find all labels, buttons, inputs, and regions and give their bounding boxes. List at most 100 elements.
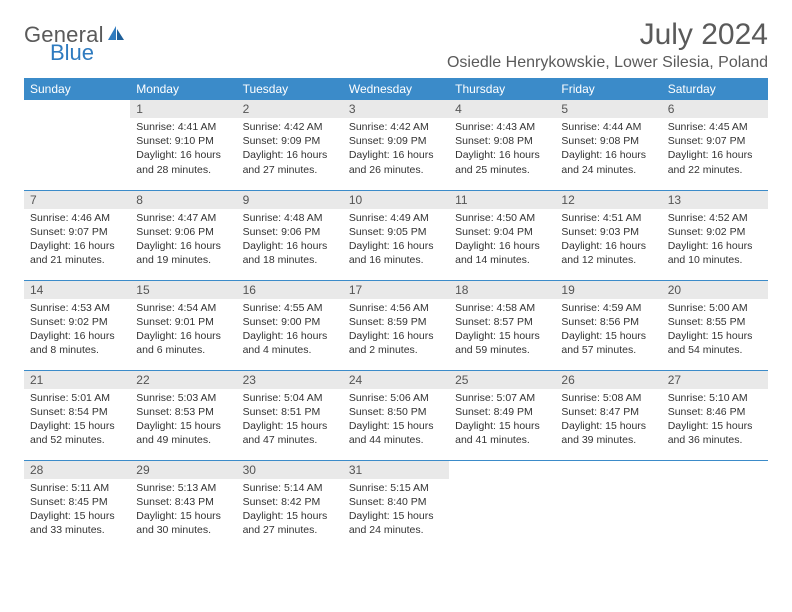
sunrise-text: Sunrise: 4:41 AM bbox=[136, 120, 230, 134]
sunrise-text: Sunrise: 4:43 AM bbox=[455, 120, 549, 134]
daylight-text: Daylight: 16 hours and 18 minutes. bbox=[243, 239, 337, 267]
day-number: 25 bbox=[449, 371, 555, 389]
calendar-cell: 12Sunrise: 4:51 AMSunset: 9:03 PMDayligh… bbox=[555, 190, 661, 280]
sunset-text: Sunset: 8:59 PM bbox=[349, 315, 443, 329]
calendar-cell: 22Sunrise: 5:03 AMSunset: 8:53 PMDayligh… bbox=[130, 370, 236, 460]
calendar-cell: 7Sunrise: 4:46 AMSunset: 9:07 PMDaylight… bbox=[24, 190, 130, 280]
calendar-cell: 26Sunrise: 5:08 AMSunset: 8:47 PMDayligh… bbox=[555, 370, 661, 460]
day-details: Sunrise: 4:41 AMSunset: 9:10 PMDaylight:… bbox=[130, 118, 236, 181]
day-header: Sunday bbox=[24, 78, 130, 100]
day-number: 23 bbox=[237, 371, 343, 389]
calendar-cell: 17 Sunrise: 4:56 AMSunset: 8:59 PMDayligh… bbox=[343, 280, 449, 370]
calendar-table: SundayMondayTuesdayWednesdayThursdayFrid… bbox=[24, 78, 768, 550]
sunset-text: Sunset: 9:10 PM bbox=[136, 134, 230, 148]
calendar-head: SundayMondayTuesdayWednesdayThursdayFrid… bbox=[24, 78, 768, 100]
daylight-text: Daylight: 15 hours and 54 minutes. bbox=[668, 329, 762, 357]
daylight-text: Daylight: 16 hours and 2 minutes. bbox=[349, 329, 443, 357]
sunset-text: Sunset: 8:50 PM bbox=[349, 405, 443, 419]
day-number: 22 bbox=[130, 371, 236, 389]
sunset-text: Sunset: 8:53 PM bbox=[136, 405, 230, 419]
day-number: 27 bbox=[662, 371, 768, 389]
location-text: Osiedle Henrykowskie, Lower Silesia, Pol… bbox=[447, 54, 768, 72]
calendar-week-row: 28Sunrise: 5:11 AMSunset: 8:45 PMDayligh… bbox=[24, 460, 768, 550]
day-header: Monday bbox=[130, 78, 236, 100]
calendar-page: General Blue July 2024 Osiedle Henrykows… bbox=[0, 0, 792, 550]
day-details: Sunrise: 4:58 AMSunset: 8:57 PMDaylight:… bbox=[449, 299, 555, 362]
day-details: Sunrise: 4:42 AMSunset: 9:09 PMDaylight:… bbox=[343, 118, 449, 181]
calendar-week-row: 7Sunrise: 4:46 AMSunset: 9:07 PMDaylight… bbox=[24, 190, 768, 280]
day-details: Sunrise: 5:06 AMSunset: 8:50 PMDaylight:… bbox=[343, 389, 449, 452]
calendar-week-row: 14Sunrise: 4:53 AMSunset: 9:02 PMDayligh… bbox=[24, 280, 768, 370]
daylight-text: Daylight: 16 hours and 10 minutes. bbox=[668, 239, 762, 267]
calendar-cell: 11Sunrise: 4:50 AMSunset: 9:04 PMDayligh… bbox=[449, 190, 555, 280]
day-number: 21 bbox=[24, 371, 130, 389]
calendar-cell: 20Sunrise: 5:00 AMSunset: 8:55 PMDayligh… bbox=[662, 280, 768, 370]
daylight-text: Daylight: 15 hours and 33 minutes. bbox=[30, 509, 124, 537]
sunset-text: Sunset: 8:51 PM bbox=[243, 405, 337, 419]
calendar-body: 1Sunrise: 4:41 AMSunset: 9:10 PMDaylight… bbox=[24, 100, 768, 550]
day-number: 31 bbox=[343, 461, 449, 479]
daylight-text: Daylight: 16 hours and 16 minutes. bbox=[349, 239, 443, 267]
sunrise-text: Sunrise: 5:04 AM bbox=[243, 391, 337, 405]
calendar-cell: 10Sunrise: 4:49 AMSunset: 9:05 PMDayligh… bbox=[343, 190, 449, 280]
day-number: 30 bbox=[237, 461, 343, 479]
day-details: Sunrise: 4:44 AMSunset: 9:08 PMDaylight:… bbox=[555, 118, 661, 181]
sunset-text: Sunset: 9:00 PM bbox=[243, 315, 337, 329]
day-number: 5 bbox=[555, 100, 661, 118]
day-details: Sunrise: 5:11 AMSunset: 8:45 PMDaylight:… bbox=[24, 479, 130, 542]
day-number: 1 bbox=[130, 100, 236, 118]
sunrise-text: Sunrise: 4:42 AM bbox=[243, 120, 337, 134]
sunrise-text: Sunrise: 4:42 AM bbox=[349, 120, 443, 134]
calendar-cell: 15Sunrise: 4:54 AMSunset: 9:01 PMDayligh… bbox=[130, 280, 236, 370]
calendar-cell: 14Sunrise: 4:53 AMSunset: 9:02 PMDayligh… bbox=[24, 280, 130, 370]
sunrise-text: Sunrise: 4:50 AM bbox=[455, 211, 549, 225]
sunrise-text: Sunrise: 4:54 AM bbox=[136, 301, 230, 315]
day-details: Sunrise: 5:04 AMSunset: 8:51 PMDaylight:… bbox=[237, 389, 343, 452]
sunset-text: Sunset: 8:43 PM bbox=[136, 495, 230, 509]
day-number: 24 bbox=[343, 371, 449, 389]
sunset-text: Sunset: 9:07 PM bbox=[668, 134, 762, 148]
daylight-text: Daylight: 16 hours and 8 minutes. bbox=[30, 329, 124, 357]
sunset-text: Sunset: 9:09 PM bbox=[243, 134, 337, 148]
daylight-text: Daylight: 15 hours and 24 minutes. bbox=[349, 509, 443, 537]
calendar-cell: 25Sunrise: 5:07 AMSunset: 8:49 PMDayligh… bbox=[449, 370, 555, 460]
calendar-cell: 6Sunrise: 4:45 AMSunset: 9:07 PMDaylight… bbox=[662, 100, 768, 190]
sunrise-text: Sunrise: 4:47 AM bbox=[136, 211, 230, 225]
day-details: Sunrise: 4:53 AMSunset: 9:02 PMDaylight:… bbox=[24, 299, 130, 362]
day-number: 20 bbox=[662, 281, 768, 299]
day-details: Sunrise: 5:10 AMSunset: 8:46 PMDaylight:… bbox=[662, 389, 768, 452]
day-details: Sunrise: 5:07 AMSunset: 8:49 PMDaylight:… bbox=[449, 389, 555, 452]
day-number: 17 bbox=[343, 281, 449, 299]
sunset-text: Sunset: 8:56 PM bbox=[561, 315, 655, 329]
calendar-cell: 5Sunrise: 4:44 AMSunset: 9:08 PMDaylight… bbox=[555, 100, 661, 190]
day-number: 18 bbox=[449, 281, 555, 299]
sunset-text: Sunset: 8:46 PM bbox=[668, 405, 762, 419]
day-header: Friday bbox=[555, 78, 661, 100]
calendar-cell: 13Sunrise: 4:52 AMSunset: 9:02 PMDayligh… bbox=[662, 190, 768, 280]
calendar-cell: 30Sunrise: 5:14 AMSunset: 8:42 PMDayligh… bbox=[237, 460, 343, 550]
day-details: Sunrise: 4:42 AMSunset: 9:09 PMDaylight:… bbox=[237, 118, 343, 181]
daylight-text: Daylight: 15 hours and 57 minutes. bbox=[561, 329, 655, 357]
calendar-cell: 9Sunrise: 4:48 AMSunset: 9:06 PMDaylight… bbox=[237, 190, 343, 280]
sunset-text: Sunset: 8:54 PM bbox=[30, 405, 124, 419]
day-header: Wednesday bbox=[343, 78, 449, 100]
day-details: Sunrise: 4:52 AMSunset: 9:02 PMDaylight:… bbox=[662, 209, 768, 272]
sunset-text: Sunset: 8:57 PM bbox=[455, 315, 549, 329]
day-details: Sunrise: 4:47 AMSunset: 9:06 PMDaylight:… bbox=[130, 209, 236, 272]
sunset-text: Sunset: 8:49 PM bbox=[455, 405, 549, 419]
sunrise-text: Sunrise: 4:44 AM bbox=[561, 120, 655, 134]
sunrise-text: Sunrise: 4:56 AM bbox=[349, 301, 443, 315]
sunset-text: Sunset: 9:08 PM bbox=[561, 134, 655, 148]
daylight-text: Daylight: 16 hours and 14 minutes. bbox=[455, 239, 549, 267]
sunset-text: Sunset: 9:06 PM bbox=[243, 225, 337, 239]
sunset-text: Sunset: 9:02 PM bbox=[30, 315, 124, 329]
sunrise-text: Sunrise: 4:51 AM bbox=[561, 211, 655, 225]
day-number: 8 bbox=[130, 191, 236, 209]
daylight-text: Daylight: 15 hours and 36 minutes. bbox=[668, 419, 762, 447]
sunrise-text: Sunrise: 5:13 AM bbox=[136, 481, 230, 495]
calendar-cell: 19Sunrise: 4:59 AMSunset: 8:56 PMDayligh… bbox=[555, 280, 661, 370]
daylight-text: Daylight: 15 hours and 30 minutes. bbox=[136, 509, 230, 537]
daylight-text: Daylight: 15 hours and 49 minutes. bbox=[136, 419, 230, 447]
calendar-cell: 28Sunrise: 5:11 AMSunset: 8:45 PMDayligh… bbox=[24, 460, 130, 550]
sunset-text: Sunset: 8:55 PM bbox=[668, 315, 762, 329]
